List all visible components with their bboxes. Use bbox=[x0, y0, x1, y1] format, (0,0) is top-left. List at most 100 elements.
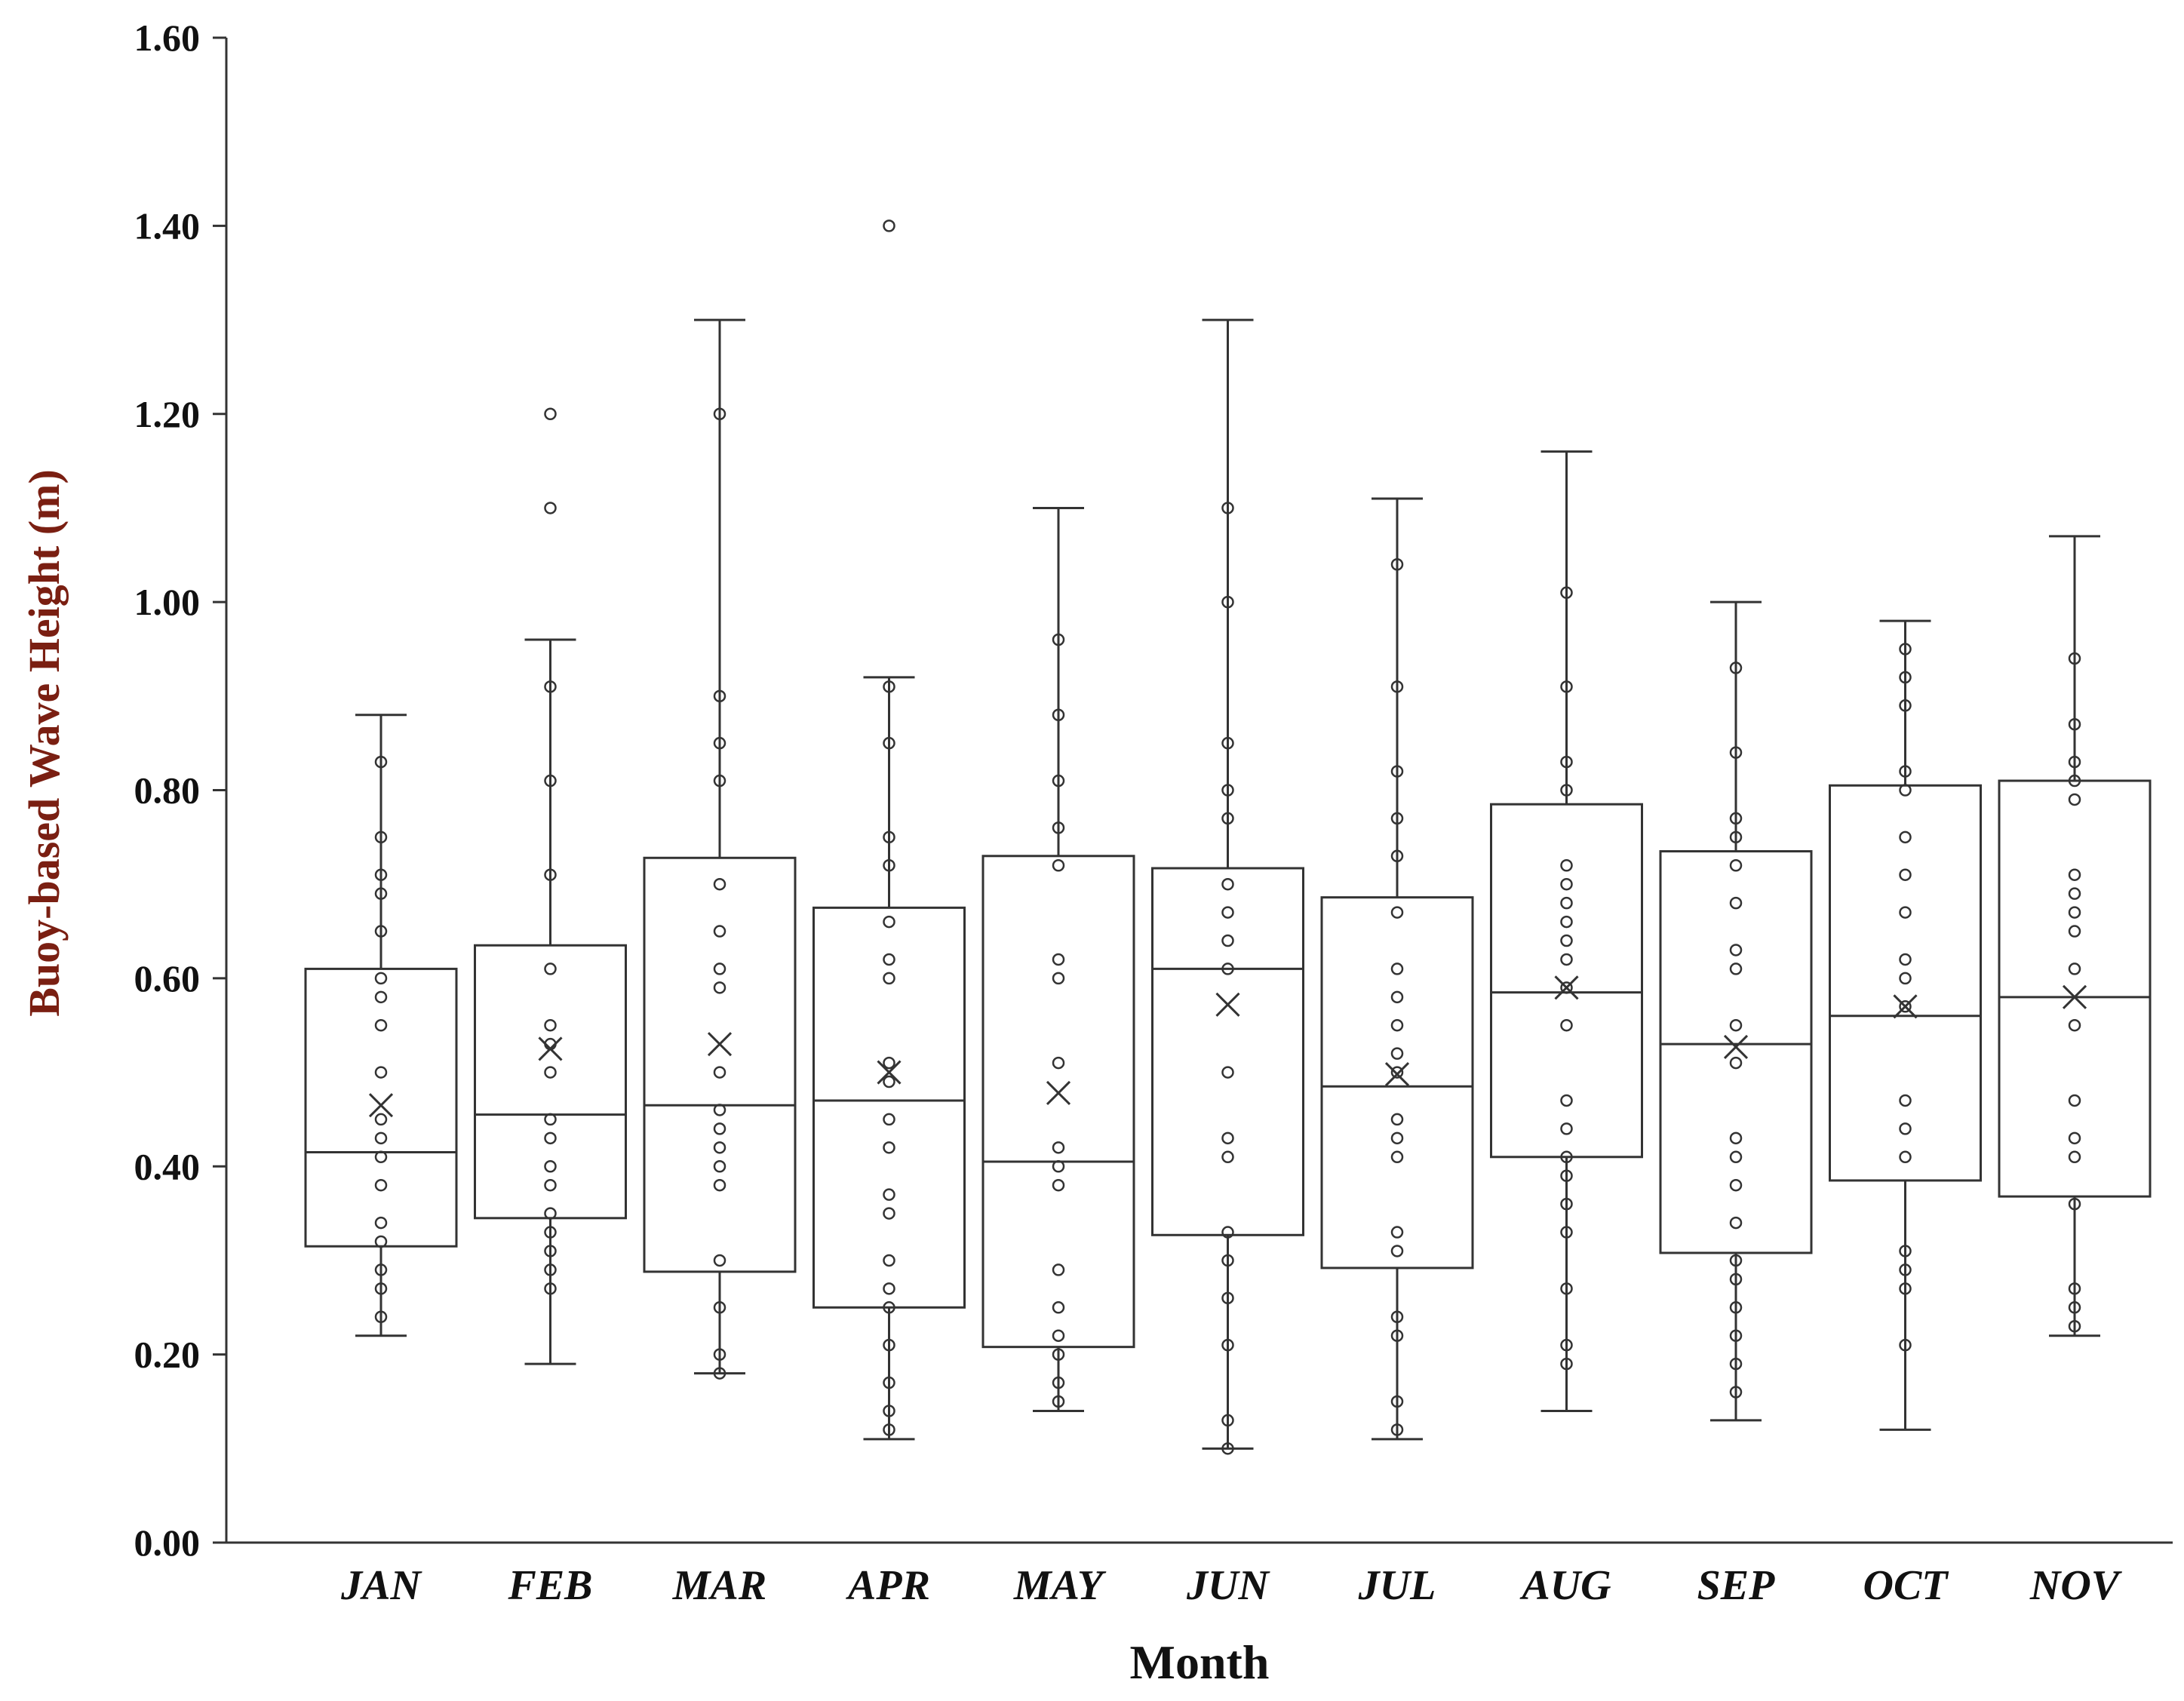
data-point bbox=[1221, 1150, 1234, 1164]
y-tick-label: 1.00 bbox=[134, 581, 201, 623]
data-point bbox=[1390, 812, 1404, 825]
data-point bbox=[2068, 755, 2081, 769]
x-tick-label: FEB bbox=[507, 1562, 592, 1609]
data-point bbox=[2068, 1018, 2081, 1032]
data-point bbox=[1899, 868, 1912, 881]
data-point bbox=[1390, 1066, 1404, 1079]
data-point bbox=[883, 831, 895, 844]
data-point bbox=[2068, 887, 2081, 900]
data-point bbox=[1899, 972, 1912, 985]
y-tick-label: 1.20 bbox=[134, 393, 201, 435]
iqr-box bbox=[1151, 867, 1304, 1236]
y-tick-label: 1.60 bbox=[134, 17, 201, 59]
data-point bbox=[1560, 1018, 1573, 1032]
data-point bbox=[1729, 1216, 1743, 1230]
data-point bbox=[1221, 1338, 1234, 1352]
data-point bbox=[713, 1104, 726, 1116]
data-point bbox=[1221, 1066, 1234, 1079]
data-point bbox=[1221, 963, 1234, 975]
data-point bbox=[374, 887, 388, 900]
data-point bbox=[1899, 953, 1912, 966]
data-point bbox=[544, 1066, 557, 1079]
data-point bbox=[1052, 972, 1065, 985]
data-point bbox=[1729, 1131, 1743, 1145]
data-point bbox=[1899, 671, 1912, 684]
data-point bbox=[1052, 859, 1065, 872]
mean-marker bbox=[368, 1093, 394, 1118]
y-axis-ticks: 0.00 0.20 0.40 0.60 0.80 1.00 1.20 1.40 1.60 bbox=[134, 17, 226, 1564]
data-point bbox=[1899, 1282, 1912, 1295]
data-point bbox=[1899, 1263, 1912, 1276]
x-tick-label: MAR bbox=[672, 1562, 767, 1609]
data-point bbox=[1052, 1395, 1065, 1408]
iqr-box bbox=[1490, 803, 1643, 1159]
data-point bbox=[713, 1178, 726, 1192]
data-point bbox=[1390, 1329, 1404, 1342]
data-point bbox=[544, 1131, 557, 1145]
data-point bbox=[374, 1216, 388, 1230]
mean-marker bbox=[1723, 1034, 1749, 1059]
data-point bbox=[1221, 1414, 1234, 1427]
data-point bbox=[883, 1376, 895, 1389]
data-point bbox=[2068, 793, 2081, 806]
iqr-box bbox=[1998, 779, 2152, 1198]
data-point bbox=[883, 1338, 895, 1352]
data-point bbox=[2068, 1094, 2081, 1107]
data-point bbox=[1560, 877, 1573, 891]
data-point bbox=[1729, 963, 1743, 975]
data-point bbox=[1899, 906, 1912, 919]
data-point bbox=[883, 736, 895, 750]
x-axis-title: Month bbox=[1130, 1635, 1270, 1689]
data-point bbox=[374, 1150, 388, 1164]
data-point bbox=[1390, 1226, 1404, 1239]
iqr-box bbox=[1320, 896, 1474, 1270]
data-point bbox=[2068, 925, 2081, 938]
data-point bbox=[544, 1018, 557, 1032]
data-point bbox=[1899, 643, 1912, 656]
data-point bbox=[2068, 963, 2081, 975]
data-point bbox=[883, 953, 895, 966]
data-point bbox=[1221, 877, 1234, 891]
data-point bbox=[1390, 906, 1404, 919]
data-point bbox=[374, 925, 388, 938]
data-point bbox=[374, 990, 388, 1004]
data-point bbox=[374, 1018, 388, 1032]
data-point bbox=[1052, 708, 1065, 721]
data-point bbox=[883, 1207, 895, 1220]
data-point bbox=[374, 972, 388, 985]
iqr-box bbox=[474, 944, 627, 1220]
data-point bbox=[1221, 1131, 1234, 1145]
data-point bbox=[1560, 1150, 1573, 1164]
data-point bbox=[713, 963, 726, 975]
x-tick-label: JUN bbox=[1186, 1562, 1270, 1609]
data-point bbox=[1560, 981, 1573, 994]
data-point bbox=[2068, 1131, 2081, 1145]
data-point bbox=[544, 680, 557, 693]
data-point bbox=[374, 1310, 388, 1323]
data-point bbox=[544, 1263, 557, 1276]
data-point bbox=[544, 1245, 557, 1257]
x-tick-label: NOV bbox=[2029, 1562, 2123, 1609]
data-point bbox=[1899, 1245, 1912, 1257]
data-point bbox=[1729, 1301, 1743, 1314]
data-point bbox=[1052, 821, 1065, 834]
data-point bbox=[883, 859, 895, 872]
data-point bbox=[713, 877, 726, 891]
data-point bbox=[1560, 934, 1573, 947]
data-point bbox=[713, 1367, 726, 1380]
data-point bbox=[2068, 774, 2081, 788]
data-point bbox=[1052, 1348, 1065, 1361]
data-point bbox=[1221, 906, 1234, 919]
data-point bbox=[1899, 784, 1912, 797]
data-point bbox=[1560, 1357, 1573, 1371]
data-point bbox=[1560, 680, 1573, 693]
data-point bbox=[1729, 1150, 1743, 1164]
data-point bbox=[1729, 859, 1743, 872]
data-point bbox=[1729, 831, 1743, 844]
data-point bbox=[883, 1141, 895, 1154]
data-point bbox=[1052, 953, 1065, 966]
data-point bbox=[544, 1226, 557, 1239]
data-point bbox=[1560, 896, 1573, 910]
data-point bbox=[713, 689, 726, 703]
data-point bbox=[374, 868, 388, 881]
